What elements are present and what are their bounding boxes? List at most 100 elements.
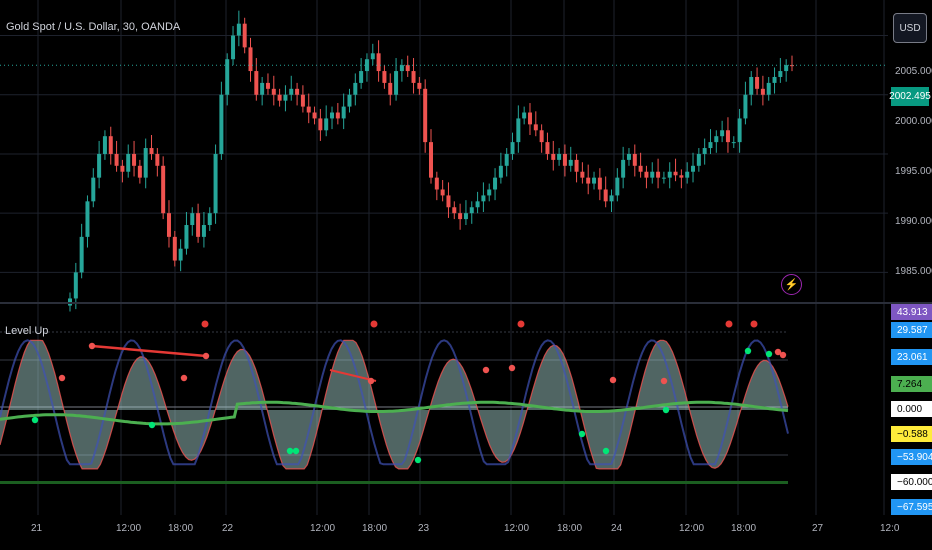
candle-body [446, 195, 451, 208]
indicator-name[interactable]: Level Up [5, 325, 49, 337]
candle-body [359, 71, 364, 83]
candle-body [545, 142, 550, 154]
candle-body [155, 153, 160, 166]
candle-body [586, 177, 591, 184]
candle-body [691, 165, 696, 172]
candle-body [161, 165, 166, 214]
time-label: 12:00 [116, 523, 142, 534]
candle-body [469, 207, 474, 214]
time-label: 12:00 [504, 523, 530, 534]
buy-signal-dot [286, 447, 294, 455]
indicator-value-badge: 43.913 [891, 304, 932, 320]
candle-body [638, 165, 643, 172]
candle-body [242, 23, 247, 48]
time-label: 12:00 [310, 523, 336, 534]
candle-body [423, 88, 428, 143]
candle-body [271, 88, 276, 95]
currency-button[interactable]: USD [893, 13, 927, 43]
sell-signal-dot [88, 342, 96, 350]
candle-body [504, 153, 509, 166]
candle-body [248, 47, 253, 72]
candle-body [120, 165, 125, 172]
lightning-icon[interactable]: ⚡ [781, 274, 802, 295]
sell-signal-dot [508, 364, 516, 372]
price-tick: 2005.000 [895, 66, 932, 77]
candle-body [475, 201, 480, 208]
last-price-badge: 2002.495 [889, 87, 931, 106]
candle-body [760, 88, 765, 95]
candle-body [592, 177, 597, 184]
candle-body [312, 112, 317, 119]
sell-signal-dot [482, 366, 490, 374]
candle-body [597, 177, 602, 190]
divergence-line [91, 344, 207, 358]
candle-body [574, 159, 579, 172]
candle-body [405, 65, 410, 72]
candle-body [644, 171, 649, 178]
candle-body [539, 130, 544, 143]
candle-body [685, 171, 690, 178]
indicator-value-badge: −0.588 [891, 426, 932, 442]
candle-body [661, 177, 666, 179]
candle-body [335, 112, 340, 119]
candle-body [632, 153, 637, 166]
candle-body [184, 225, 189, 249]
candle-body [376, 53, 381, 72]
top-marker-dot [370, 320, 378, 328]
candle-body [295, 88, 300, 95]
candle-body [784, 65, 789, 72]
buy-signal-dot [148, 421, 156, 429]
candle-body [277, 94, 282, 101]
candle-body [755, 76, 760, 89]
price-tick: 1990.000 [895, 216, 932, 227]
candle-body [207, 213, 212, 226]
indicator-value-badge: 29.587 [891, 322, 932, 338]
candle-body [516, 118, 521, 143]
time-label: 18:00 [731, 523, 757, 534]
time-label: 24 [611, 523, 623, 534]
buy-signal-dot [31, 416, 39, 424]
candle-body [149, 148, 154, 154]
candle-body [679, 175, 684, 178]
candle-body [749, 76, 754, 95]
candle-body [97, 153, 102, 178]
top-marker-dot [517, 320, 525, 328]
candle-body [79, 236, 84, 273]
candle-body [318, 118, 323, 131]
candle-body [324, 118, 329, 131]
candle-body [347, 94, 352, 107]
candle-body [743, 94, 748, 119]
buy-signal-dot [602, 447, 610, 455]
candle-body [231, 35, 236, 60]
candle-body [178, 248, 183, 261]
pane-separator[interactable] [0, 302, 932, 304]
indicator-value-badge: 23.061 [891, 349, 932, 365]
candle-body [126, 153, 131, 172]
candle-body [440, 189, 445, 196]
candle-body [306, 106, 311, 113]
candle-body [213, 153, 218, 214]
indicator-value-badge: 7.264 [891, 376, 932, 392]
candle-body [394, 71, 399, 95]
sell-signal-dot [180, 374, 188, 382]
candle-body [568, 159, 573, 166]
price-tick: 1985.000 [895, 266, 932, 277]
candle-body [132, 153, 137, 166]
candle-body [137, 165, 142, 178]
top-marker-dot [750, 320, 758, 328]
top-marker-dot [725, 320, 733, 328]
candle-body [621, 159, 626, 178]
indicator-value-badge: 0.000 [891, 401, 932, 417]
candle-body [429, 142, 433, 178]
sell-signal-dot [774, 348, 782, 356]
time-label: 27 [812, 523, 824, 534]
time-label: 18:00 [168, 523, 194, 534]
candle-body [417, 82, 422, 89]
candle-body [778, 71, 783, 77]
candle-body [196, 213, 201, 237]
symbol-title[interactable]: Gold Spot / U.S. Dollar, 30, OANDA [6, 21, 181, 33]
signal-line [0, 339, 789, 466]
sell-signal-dot [660, 377, 668, 385]
